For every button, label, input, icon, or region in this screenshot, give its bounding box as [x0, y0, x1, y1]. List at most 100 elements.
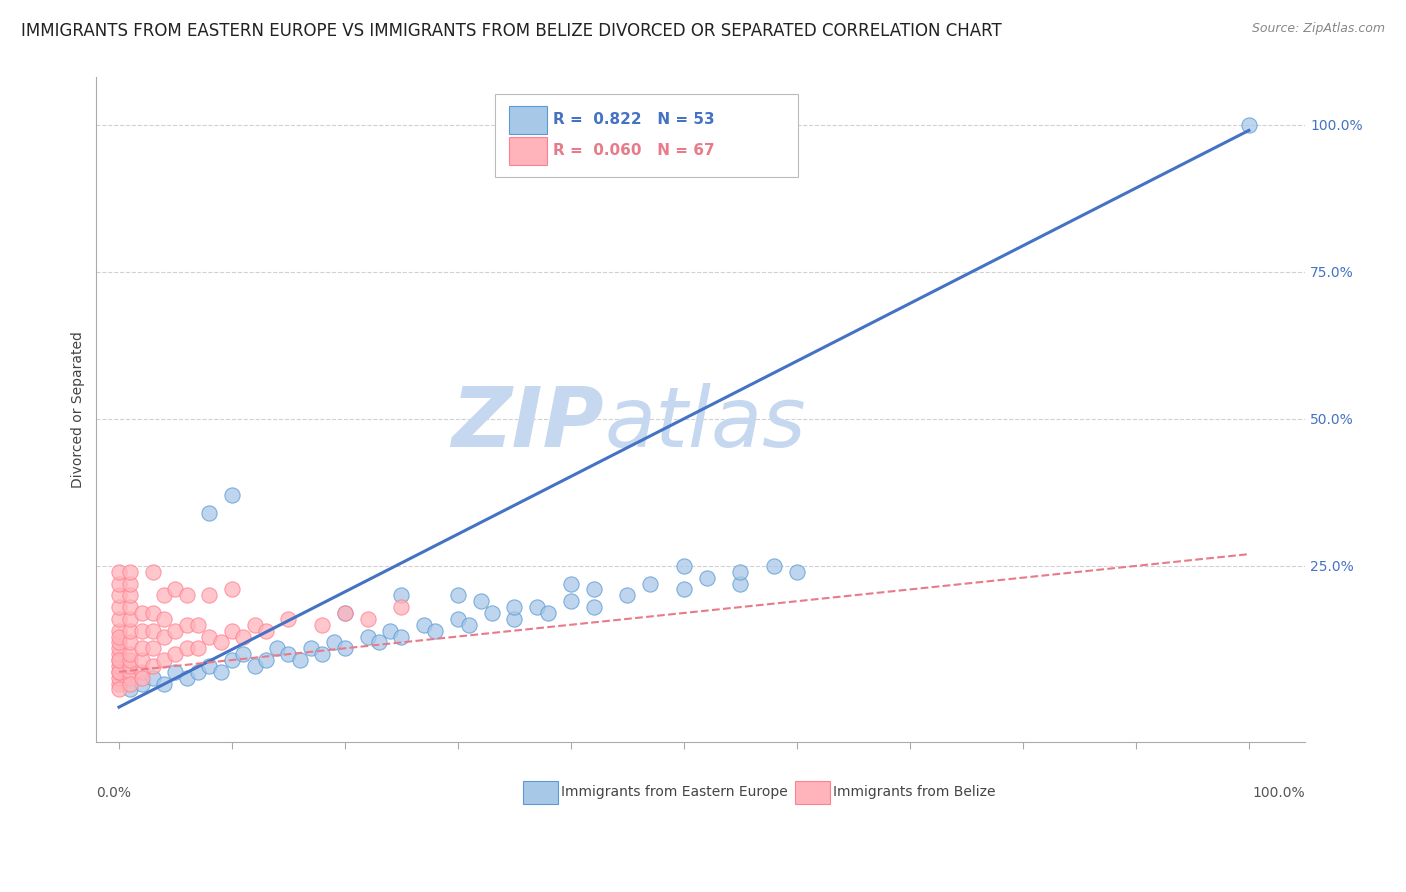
Point [142, 565, 165, 579]
FancyBboxPatch shape [796, 781, 830, 804]
Point [176, 671, 198, 685]
Point [108, 565, 131, 579]
Point [413, 617, 436, 632]
Point [391, 600, 413, 615]
Point [120, 671, 142, 685]
Point [131, 641, 153, 656]
Text: Immigrants from Eastern Europe: Immigrants from Eastern Europe [561, 785, 787, 799]
Point [120, 624, 142, 638]
Point [153, 630, 176, 644]
Point [108, 647, 131, 661]
Point [120, 659, 142, 673]
Point [311, 617, 333, 632]
Text: IMMIGRANTS FROM EASTERN EUROPE VS IMMIGRANTS FROM BELIZE DIVORCED OR SEPARATED C: IMMIGRANTS FROM EASTERN EUROPE VS IMMIGR… [21, 22, 1002, 40]
Point [232, 630, 254, 644]
Point [672, 558, 695, 573]
Point [120, 653, 142, 667]
Text: ZIP: ZIP [451, 383, 605, 464]
Point [120, 565, 142, 579]
Point [131, 676, 153, 690]
Point [176, 617, 198, 632]
Point [108, 624, 131, 638]
Point [108, 630, 131, 644]
Text: R =  0.822   N = 53: R = 0.822 N = 53 [554, 112, 716, 127]
Point [120, 576, 142, 591]
Point [391, 630, 413, 644]
Text: Immigrants from Belize: Immigrants from Belize [832, 785, 995, 799]
Point [198, 588, 221, 602]
Y-axis label: Divorced or Separated: Divorced or Separated [72, 332, 86, 489]
Point [311, 647, 333, 661]
Point [277, 612, 299, 626]
Point [142, 606, 165, 620]
Point [187, 665, 209, 679]
Point [120, 612, 142, 626]
Point [582, 600, 605, 615]
Point [198, 659, 221, 673]
Text: Source: ZipAtlas.com: Source: ZipAtlas.com [1251, 22, 1385, 36]
Point [299, 641, 322, 656]
Point [481, 606, 503, 620]
Point [108, 635, 131, 649]
Point [560, 576, 582, 591]
Point [165, 665, 187, 679]
FancyBboxPatch shape [495, 94, 797, 178]
Point [243, 617, 266, 632]
Point [120, 676, 142, 690]
Point [142, 671, 165, 685]
Point [221, 653, 243, 667]
Point [131, 653, 153, 667]
Point [221, 582, 243, 597]
Point [198, 506, 221, 520]
Point [447, 588, 470, 602]
Point [120, 635, 142, 649]
Point [254, 653, 277, 667]
Point [356, 612, 378, 626]
Point [142, 624, 165, 638]
Point [333, 606, 356, 620]
Point [165, 624, 187, 638]
Point [108, 653, 131, 667]
Point [108, 665, 131, 679]
Point [108, 671, 131, 685]
Point [447, 612, 470, 626]
Point [503, 612, 526, 626]
Point [142, 641, 165, 656]
Point [142, 659, 165, 673]
Point [176, 588, 198, 602]
Point [232, 647, 254, 661]
Point [108, 665, 131, 679]
Point [254, 624, 277, 638]
Point [187, 641, 209, 656]
Point [108, 612, 131, 626]
Point [108, 682, 131, 697]
Point [266, 641, 288, 656]
Point [108, 659, 131, 673]
Point [153, 588, 176, 602]
Point [503, 600, 526, 615]
Point [458, 617, 481, 632]
Point [582, 582, 605, 597]
Point [108, 653, 131, 667]
Point [131, 606, 153, 620]
Point [470, 594, 492, 608]
Point [131, 624, 153, 638]
Point [221, 624, 243, 638]
Text: 0.0%: 0.0% [97, 786, 131, 799]
Point [696, 571, 718, 585]
Point [378, 624, 401, 638]
Text: atlas: atlas [605, 383, 806, 464]
Point [763, 558, 786, 573]
Point [322, 635, 344, 649]
Point [391, 588, 413, 602]
Point [537, 606, 560, 620]
Point [425, 624, 447, 638]
Point [153, 612, 176, 626]
Point [786, 565, 808, 579]
FancyBboxPatch shape [509, 106, 547, 134]
Text: R =  0.060   N = 67: R = 0.060 N = 67 [554, 143, 716, 158]
Point [108, 576, 131, 591]
Point [730, 565, 752, 579]
Point [187, 617, 209, 632]
Point [120, 588, 142, 602]
